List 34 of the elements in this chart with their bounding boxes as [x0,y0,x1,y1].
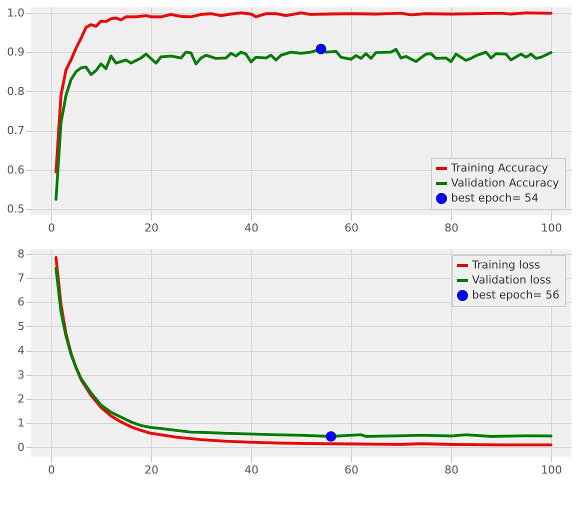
y-tick-label: 5 [18,320,24,333]
x-tick-label: 100 [541,222,562,234]
x-tick-label: 60 [344,222,358,234]
y-tick-label: 0.9 [7,46,24,59]
legend-label: Validation loss [472,274,552,286]
y-tick-label: 1 [18,416,24,430]
y-tick-label: 2 [18,392,24,406]
y-tick-label: 0.8 [7,84,24,98]
x-tick-label: 40 [244,464,258,476]
legend-label: best epoch= 54 [451,192,539,204]
x-tick-label: 80 [444,222,458,234]
legend-label: Training loss [471,258,540,272]
x-tick-label: 0 [48,222,55,234]
x-tick-label: 100 [541,464,562,476]
x-tick-label: 40 [244,222,258,234]
legend-label: best epoch= 56 [472,288,560,302]
y-tick-label: 4 [18,344,24,358]
line-series [54,11,552,174]
y-tick-label: 7 [18,272,24,285]
legend-label: Validation Accuracy [451,176,560,190]
y-tick-label: 0.6 [7,163,24,176]
legend-label: Training Accuracy [450,162,549,174]
y-tick-label: 0 [18,440,24,454]
x-tick-label: 0 [48,464,55,476]
x-tick-label: 20 [144,464,158,476]
y-tick-label: 0.5 [7,202,24,216]
y-tick-label: 3 [18,368,24,382]
y-tick-label: 1.0 [7,6,24,20]
x-tick-label: 20 [144,222,158,234]
x-tick-label: 60 [344,464,358,476]
y-tick-label: 6 [18,296,24,309]
y-tick-label: 0.7 [7,124,24,138]
y-tick-label: 8 [18,247,24,260]
x-tick-label: 80 [444,464,458,476]
